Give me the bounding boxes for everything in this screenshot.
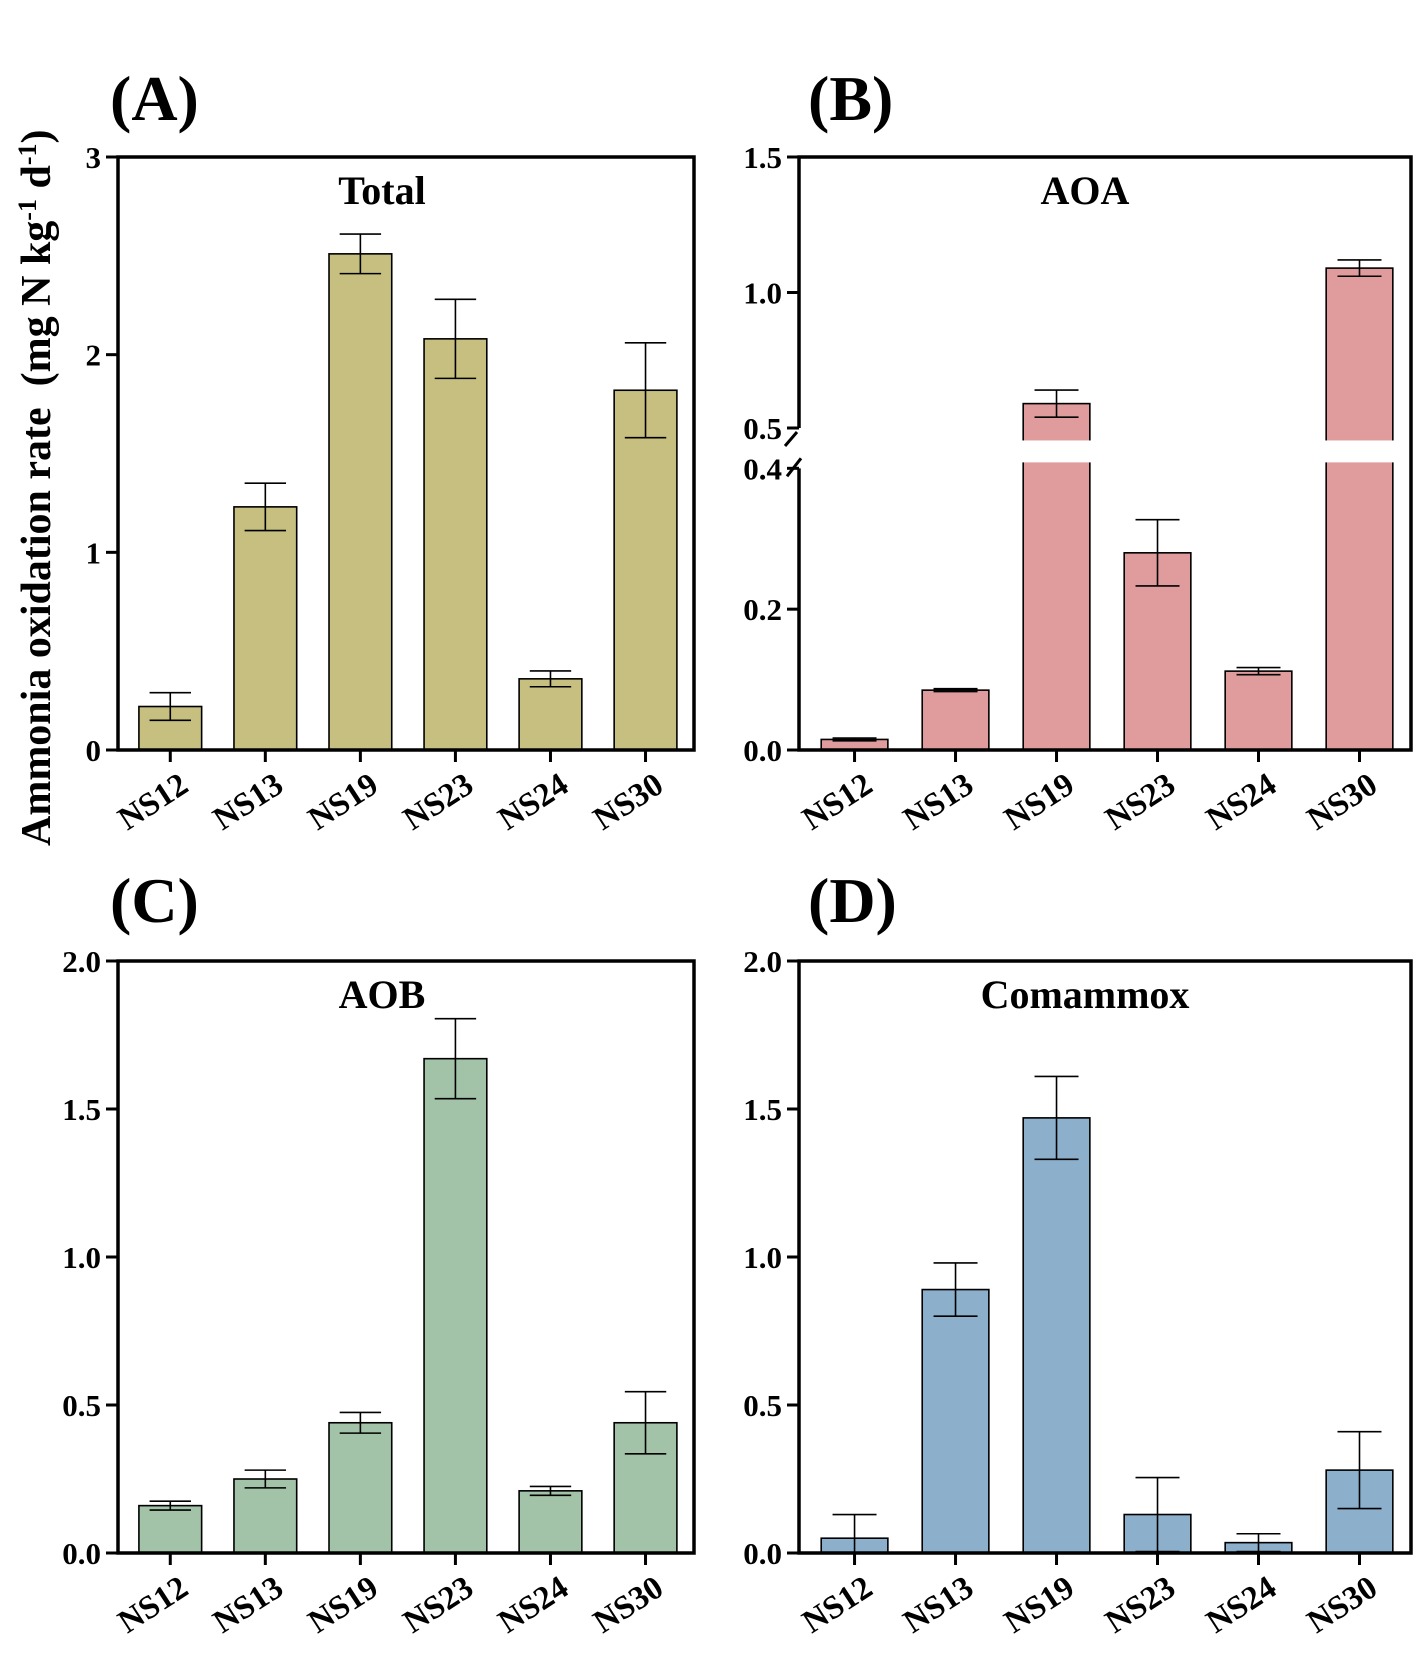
x-tick-label: NS19 [998, 767, 1081, 838]
y-tick-label: 0.5 [62, 1388, 101, 1423]
x-tick-label: NS30 [587, 1570, 670, 1641]
x-tick-label: NS12 [112, 767, 195, 838]
panel-title: AOB [339, 972, 426, 1017]
y-tick-label: 0.0 [62, 1536, 101, 1571]
panel-label: (B) [808, 63, 893, 134]
x-tick-label: NS30 [1301, 767, 1384, 838]
x-tick-label: NS19 [998, 1570, 1081, 1641]
y-tick-label: 1.5 [62, 1092, 101, 1127]
panel-title: Comammox [981, 972, 1190, 1017]
x-tick-label: NS23 [397, 1570, 480, 1641]
bar-ns23 [423, 338, 488, 751]
x-tick-label: NS24 [492, 1570, 575, 1641]
bar-ns30 [613, 389, 678, 751]
y-tick-label: 2.0 [62, 944, 101, 979]
bar-ns23 [423, 1057, 488, 1554]
x-tick-label: NS30 [1301, 1570, 1384, 1641]
bar-ns19 [1022, 1117, 1091, 1554]
bar-ns19 [328, 253, 393, 751]
panel-label: (D) [808, 865, 897, 936]
y-tick-label: 0.0 [743, 1536, 782, 1571]
y-axis-label: Ammonia oxidation rate (mg N kg-1 d-1) [13, 129, 60, 846]
panel-b: (B) AOA NS12 NS13 NS19 NS23 NS24 NS30 0.0 0.2 0.4 0… [743, 63, 1413, 838]
plot-frame [116, 155, 696, 752]
x-tick-label: NS24 [1200, 767, 1283, 838]
y-tick-label: 0.2 [743, 592, 782, 627]
x-tick-label: NS19 [302, 1570, 385, 1641]
y-tick-label: 1.0 [62, 1240, 101, 1275]
x-tick-label: NS19 [302, 767, 385, 838]
y-tick-label: 1.5 [743, 1092, 782, 1127]
bar-ns13 [233, 1478, 298, 1554]
x-tick-label: NS12 [796, 1570, 879, 1641]
bar-ns12 [138, 1504, 203, 1554]
bar-ns13 [921, 1288, 990, 1554]
panel-d: (D) Comammox NS12 NS13 NS19 NS23 NS24 NS30 0.0 0.… [743, 865, 1413, 1641]
x-tick-label: NS24 [1200, 1570, 1283, 1641]
y-tick-label: 1.5 [743, 140, 782, 175]
x-tick-label: NS13 [897, 1570, 980, 1641]
plot-frame [797, 155, 1413, 752]
y-tick-label: 0 [86, 733, 102, 768]
axis-break-mark [783, 431, 799, 447]
panel-c: (C) AOB NS12 NS13 NS19 NS23 NS24 NS30 0.0 0.5 1.0 1… [62, 865, 696, 1641]
x-tick-label: NS23 [1099, 1570, 1182, 1641]
y-tick-label: 0.0 [743, 733, 782, 768]
x-tick-label: NS13 [207, 767, 290, 838]
y-tick-label: 0.5 [743, 411, 782, 446]
x-tick-label: NS13 [897, 767, 980, 838]
panel-label: (C) [110, 865, 199, 936]
bar-ns13 [921, 689, 990, 751]
x-tick-label: NS24 [492, 767, 575, 838]
plot-frame [797, 959, 1413, 1555]
x-tick-label: NS23 [397, 767, 480, 838]
bar-ns13 [233, 506, 298, 751]
plot-frame [116, 959, 696, 1555]
x-tick-label: NS13 [207, 1570, 290, 1641]
x-tick-label: NS30 [587, 767, 670, 838]
bar-ns24 [518, 678, 583, 751]
y-tick-label: 1.0 [743, 1240, 782, 1275]
y-tick-label: 2 [86, 338, 102, 373]
panel-label: (A) [110, 63, 199, 134]
y-tick-label: 0.4 [743, 451, 782, 486]
bar-ns24 [1224, 670, 1293, 751]
x-tick-label: NS12 [796, 767, 879, 838]
x-tick-label: NS12 [112, 1570, 195, 1641]
y-tick-label: 1 [86, 535, 102, 570]
y-tick-label: 1.0 [743, 276, 782, 311]
x-tick-label: NS23 [1099, 767, 1182, 838]
y-tick-label: 2.0 [743, 944, 782, 979]
y-tick-label: 3 [86, 140, 102, 175]
panel-title: AOA [1041, 168, 1130, 213]
panel-a: (A) Total NS12 NS13 NS19 NS23 NS24 NS30 0 1 2 3 [86, 63, 696, 838]
bar-ns30 [1325, 267, 1394, 751]
y-tick-label: 0.5 [743, 1388, 782, 1423]
bar-ns24 [518, 1490, 583, 1554]
panel-title: Total [338, 168, 425, 213]
axis-break-gap [801, 440, 1409, 463]
bar-ns19 [328, 1421, 393, 1554]
